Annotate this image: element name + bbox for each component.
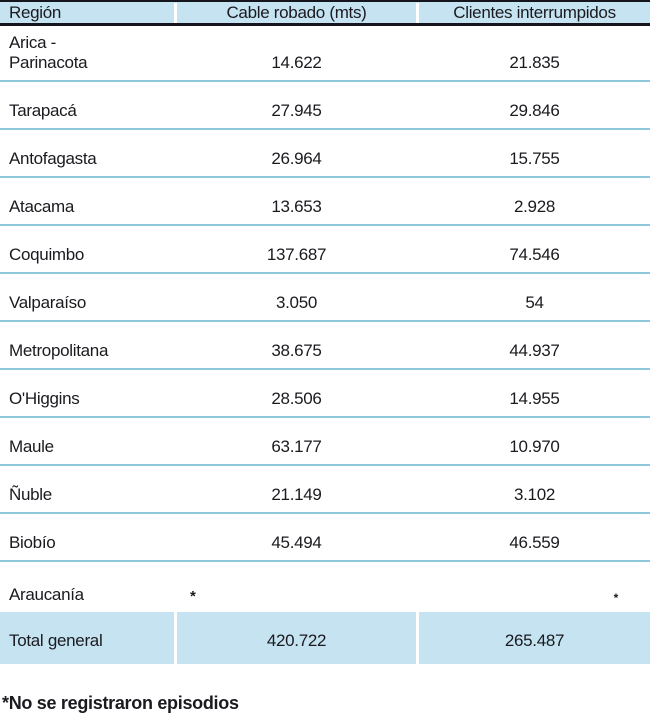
- table-row: Biobío 45.494 46.559: [0, 514, 650, 562]
- region-cell: Metropolitana: [9, 341, 109, 360]
- clientes-cell: 46.559: [509, 533, 560, 552]
- table-row: Arica - Parinacota 14.622 21.835: [0, 26, 650, 82]
- clientes-cell: 10.970: [509, 437, 560, 456]
- table-row: Maule 63.177 10.970: [0, 418, 650, 466]
- table-row: Ñuble 21.149 3.102: [0, 466, 650, 514]
- total-clientes: 265.487: [504, 631, 565, 650]
- cable-cell: 21.149: [271, 485, 322, 504]
- cable-cell: 137.687: [266, 245, 327, 264]
- cable-cell: 13.653: [271, 197, 322, 216]
- cable-cell: 27.945: [271, 101, 322, 120]
- header-clientes: Clientes interrumpidos: [453, 2, 616, 22]
- table-row: Metropolitana 38.675 44.937: [0, 322, 650, 370]
- table-row: Antofagasta 26.964 15.755: [0, 130, 650, 178]
- header-region: Región: [0, 2, 177, 23]
- region-cell: Antofagasta: [9, 149, 97, 168]
- region-cell: Araucanía: [9, 585, 84, 604]
- region-cell: Tarapacá: [9, 101, 77, 120]
- cable-cell: *: [190, 588, 196, 605]
- table-body: Arica - Parinacota 14.622 21.835 Tarapacá…: [0, 26, 650, 612]
- region-cell: Biobío: [9, 533, 56, 552]
- table-row: Coquimbo 137.687 74.546: [0, 226, 650, 274]
- total-row: Total general 420.722 265.487: [0, 612, 650, 664]
- region-cell: Maule: [9, 437, 54, 456]
- footnote: *No se registraron episodios: [2, 693, 239, 713]
- table-row: Valparaíso 3.050 54: [0, 274, 650, 322]
- region-cell: Coquimbo: [9, 245, 85, 264]
- table-row: O'Higgins 28.506 14.955: [0, 370, 650, 418]
- clientes-cell: 14.955: [509, 389, 560, 408]
- cable-cell: 14.622: [271, 53, 322, 72]
- clientes-cell: 29.846: [509, 101, 560, 120]
- cable-theft-table: Región Cable robado (mts) Clientes inter…: [0, 0, 650, 664]
- region-cell: O'Higgins: [9, 389, 80, 408]
- clientes-cell: 74.546: [509, 245, 560, 264]
- cable-cell: 38.675: [271, 341, 322, 360]
- clientes-cell: 21.835: [509, 53, 560, 72]
- region-cell: Arica - Parinacota: [9, 33, 88, 72]
- table-row: Atacama 13.653 2.928: [0, 178, 650, 226]
- cable-cell: 63.177: [271, 437, 322, 456]
- cable-cell: 45.494: [271, 533, 322, 552]
- clientes-cell: 15.755: [509, 149, 560, 168]
- total-label: Total general: [0, 612, 177, 664]
- table-header-row: Región Cable robado (mts) Clientes inter…: [0, 0, 650, 26]
- region-cell: Valparaíso: [9, 293, 87, 312]
- cable-cell: 28.506: [271, 389, 322, 408]
- clientes-cell: 3.102: [513, 485, 556, 504]
- total-cable: 420.722: [177, 612, 419, 664]
- header-cable: Cable robado (mts): [177, 2, 419, 23]
- clientes-cell: 44.937: [509, 341, 560, 360]
- clientes-cell: 2.928: [513, 197, 556, 216]
- cable-cell: 26.964: [271, 149, 322, 168]
- table-row: Araucanía * *: [0, 562, 650, 612]
- clientes-cell: 54: [525, 293, 544, 312]
- cable-cell: 3.050: [275, 293, 318, 312]
- clientes-cell: *: [613, 591, 619, 605]
- table-row: Tarapacá 27.945 29.846: [0, 82, 650, 130]
- region-cell: Ñuble: [9, 485, 52, 504]
- region-cell: Atacama: [9, 197, 74, 216]
